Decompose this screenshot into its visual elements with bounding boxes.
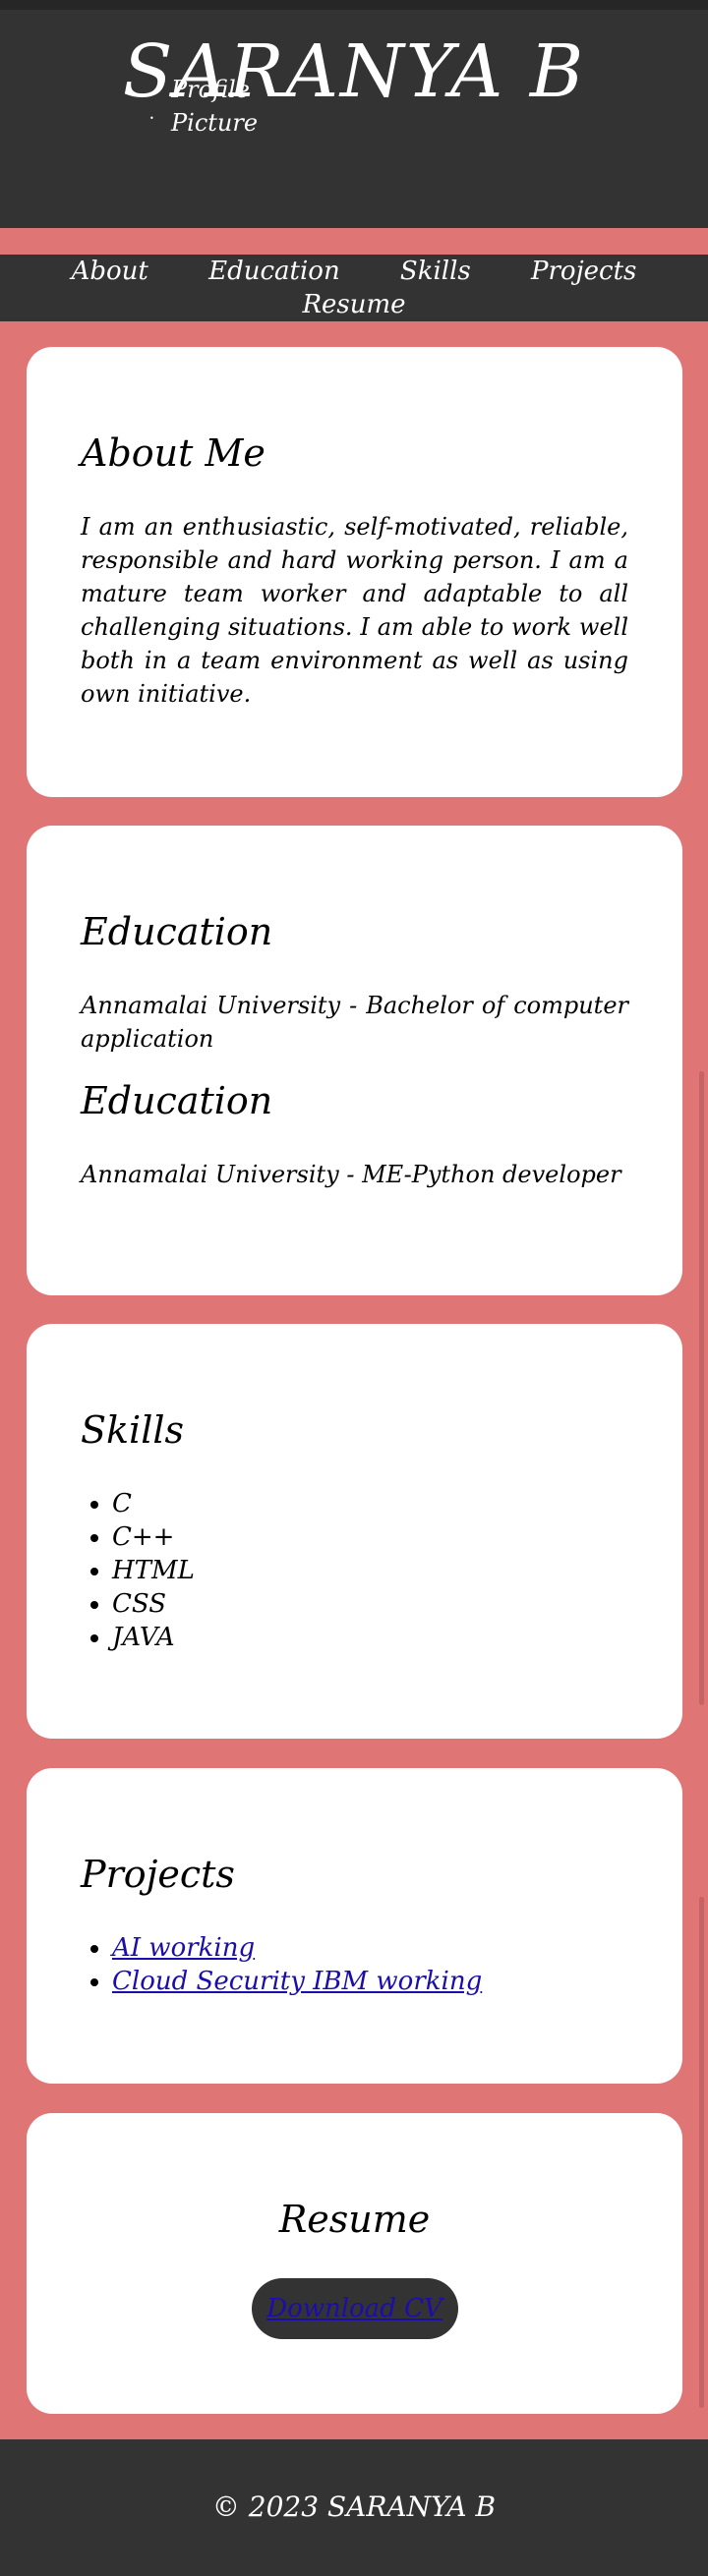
nav-link-education[interactable]: Education [208, 257, 340, 286]
skills-section: Skills C C++ HTML CSS JAVA [27, 1324, 682, 1739]
profile-picture-alt-line-1: Profile [171, 76, 250, 103]
profile-picture-alt-line-2: Picture [171, 109, 259, 137]
education-heading: Education [81, 910, 273, 953]
projects-section: Projects AI working Cloud Security IBM w… [27, 1768, 682, 2084]
project-item: Cloud Security IBM working [112, 1965, 628, 1998]
nav-link-about[interactable]: About [71, 257, 148, 286]
site-footer: © 2023 SARANYA B [0, 2439, 708, 2576]
nav-row: Resume [0, 288, 708, 321]
resume-section: Resume Download CV [27, 2113, 682, 2414]
skill-item: HTML [112, 1554, 628, 1587]
profile-picture: • Profile Picture [149, 73, 258, 140]
nav-link-resume[interactable]: Resume [302, 290, 406, 319]
projects-list: AI working Cloud Security IBM working [81, 1931, 628, 1998]
skill-item: C++ [112, 1520, 628, 1554]
footer-copyright: © 2023 SARANYA B [211, 2490, 497, 2523]
broken-image-icon: • [149, 114, 154, 123]
download-cv-button[interactable]: Download CV [251, 2278, 458, 2339]
main-nav: About Education Skills Projects Resume [0, 255, 708, 321]
nav-link-projects[interactable]: Projects [531, 257, 637, 286]
project-link-ai[interactable]: AI working [112, 1933, 256, 1963]
skill-item: JAVA [112, 1621, 628, 1654]
projects-heading: Projects [81, 1853, 235, 1896]
top-strip [0, 0, 708, 10]
project-link-cloud-security[interactable]: Cloud Security IBM working [112, 1967, 483, 1996]
nav-row: About Education Skills Projects [0, 255, 708, 288]
nav-link-skills[interactable]: Skills [399, 257, 471, 286]
education-section: Education Annamalai University - Bachelo… [27, 826, 682, 1295]
about-text: I am an enthusiastic, self-motivated, re… [81, 513, 628, 708]
scrollbar-thumb[interactable] [699, 1897, 704, 2408]
skills-heading: Skills [81, 1408, 185, 1452]
education-heading: Education [81, 1079, 273, 1122]
about-section: About Me I am an enthusiastic, self-moti… [27, 347, 682, 797]
site-title: SARANYA B [122, 29, 586, 114]
about-heading: About Me [81, 431, 266, 475]
skill-item: CSS [112, 1587, 628, 1621]
skills-list: C C++ HTML CSS JAVA [81, 1487, 628, 1654]
scrollbar-thumb[interactable] [699, 1071, 704, 1705]
skill-item: C [112, 1487, 628, 1520]
education-entry: Annamalai University - Bachelor of compu… [81, 992, 628, 1053]
education-entry: Annamalai University - ME-Python develop… [81, 1161, 621, 1188]
resume-heading: Resume [278, 2198, 431, 2241]
site-header: SARANYA B • Profile Picture [0, 10, 708, 228]
project-item: AI working [112, 1931, 628, 1965]
